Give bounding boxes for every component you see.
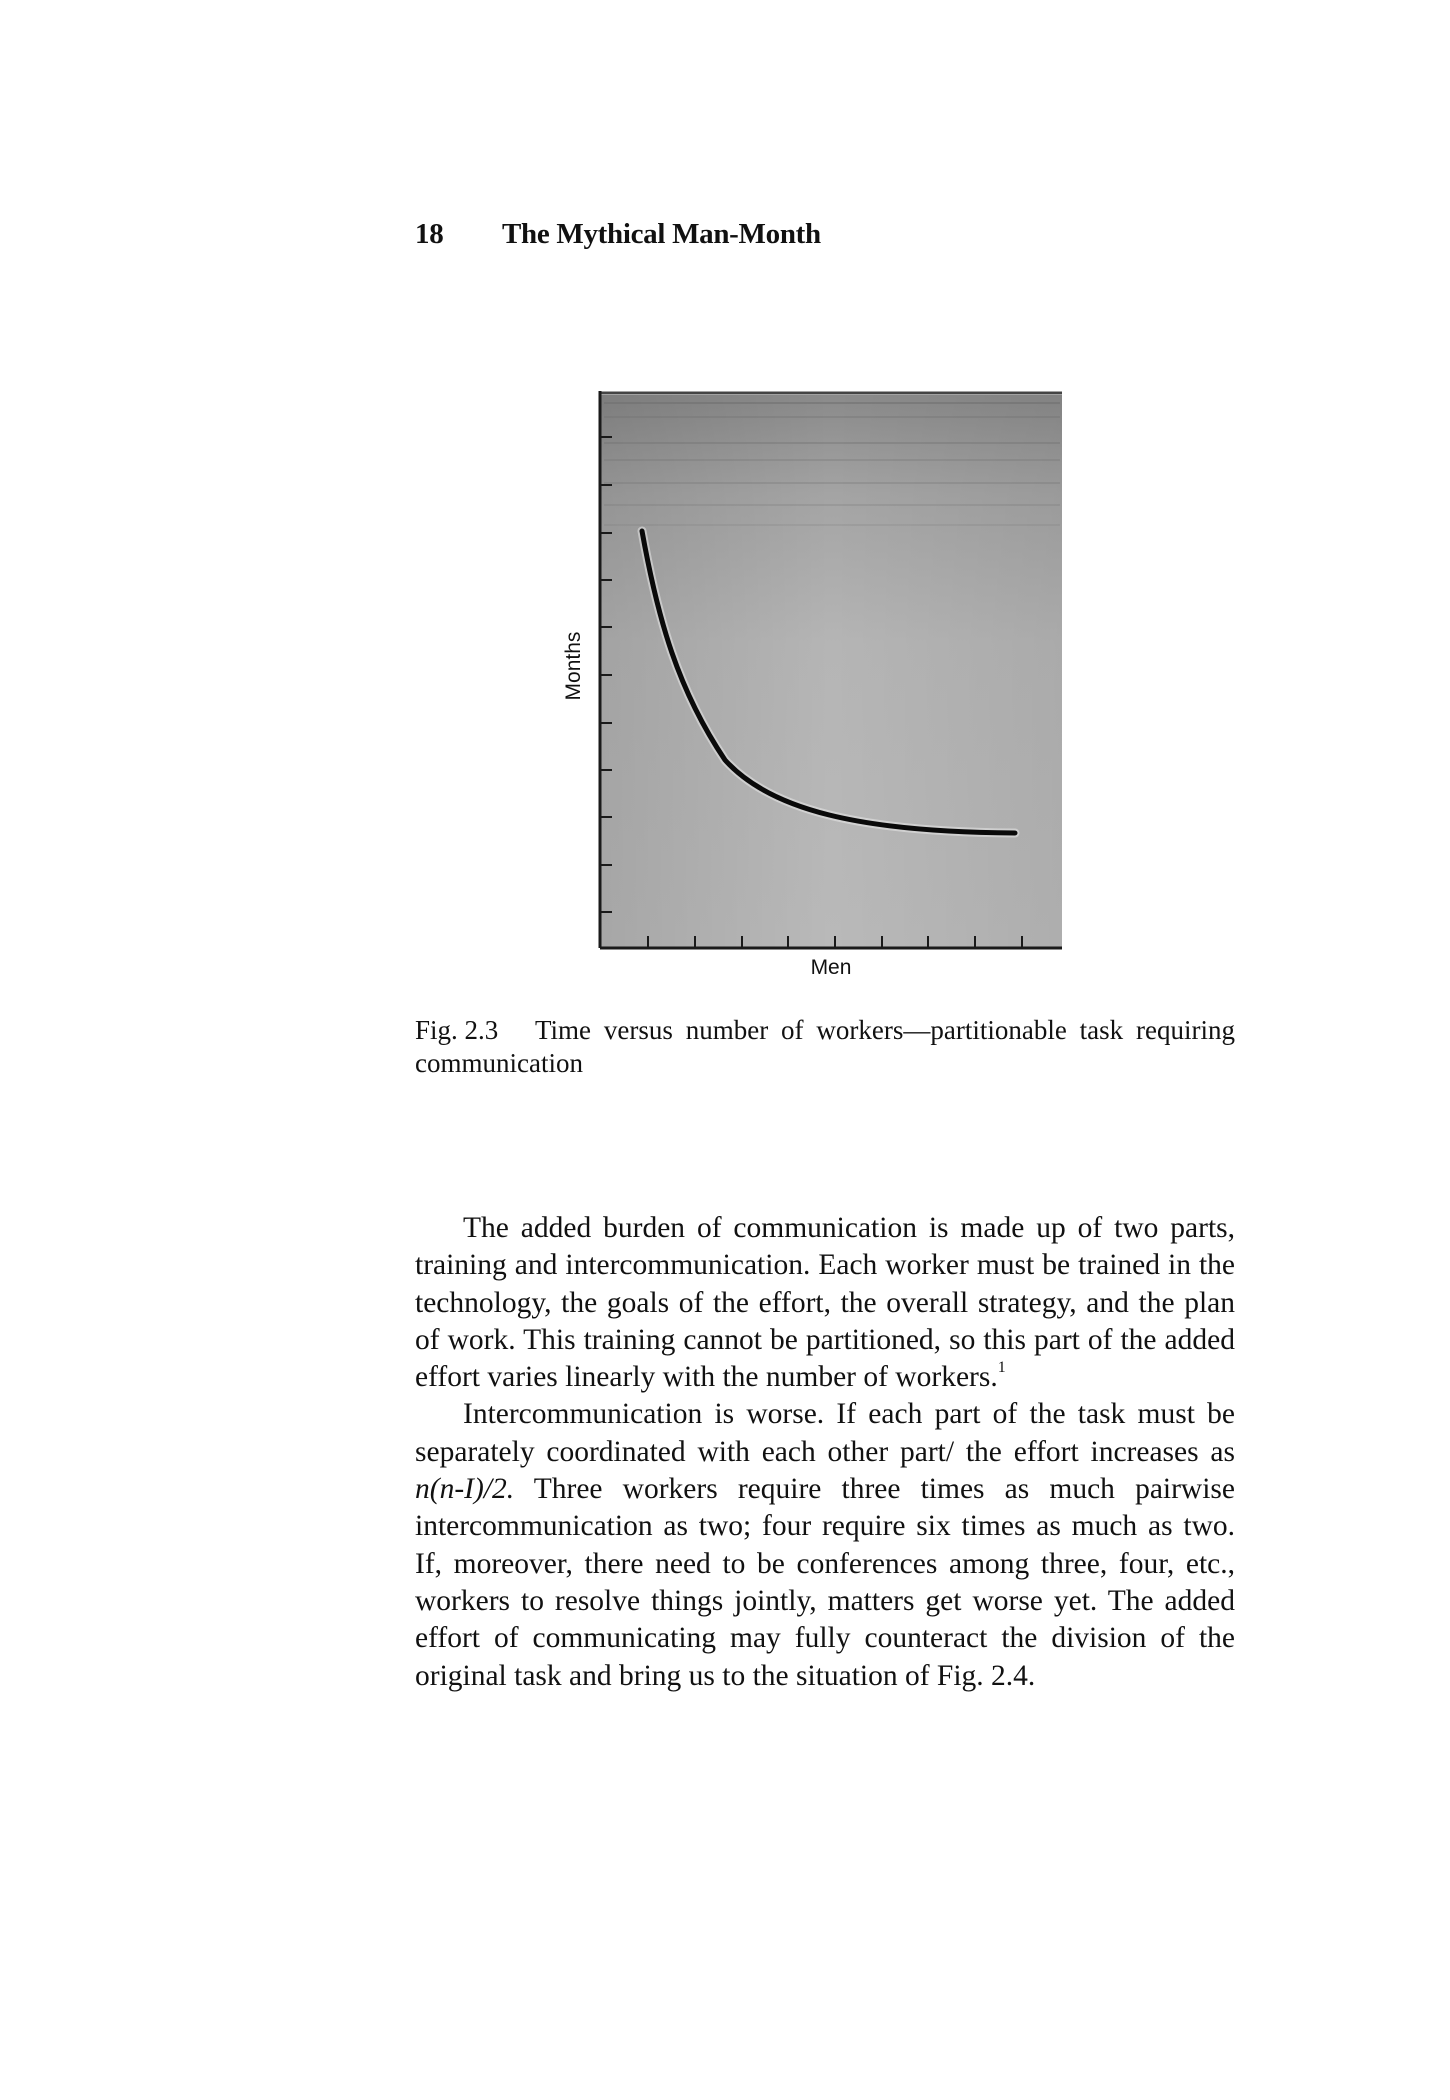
scan-streaks <box>604 402 1060 526</box>
paragraph-2-text-a: Intercommunication is worse. If each par… <box>415 1398 1235 1468</box>
y-axis-ticks <box>600 436 612 913</box>
footnote-ref-1: 1 <box>997 1359 1006 1377</box>
plot-shading <box>600 395 1062 948</box>
figure-2-3: Months Men <box>560 385 1070 985</box>
figure-2-3-plot: Months Men <box>562 391 1062 979</box>
book-title: The Mythical Man-Month <box>502 218 821 250</box>
caption-text: Time versus number of workers—partitiona… <box>415 1015 1235 1078</box>
figure-caption: Fig. 2.3 Time versus number of workers—pa… <box>415 1014 1235 1080</box>
y-axis-label: Months <box>562 632 585 701</box>
paragraph-1: The added burden of communication is mad… <box>415 1210 1235 1396</box>
page-number: 18 <box>415 218 444 250</box>
x-axis-ticks <box>647 936 1023 948</box>
caption-figure-number: Fig. 2.3 <box>415 1015 499 1045</box>
paragraph-2-text-b: Three workers require three times as muc… <box>415 1473 1236 1692</box>
paragraph-2: Intercommunication is worse. If each par… <box>415 1396 1235 1694</box>
paragraph-1-text: The added burden of communication is mad… <box>415 1212 1235 1394</box>
running-head: 18 The Mythical Man-Month <box>415 218 821 251</box>
body-text: The added burden of communication is mad… <box>415 1210 1235 1695</box>
x-axis-label: Men <box>811 956 852 979</box>
formula: n(n-I)/2. <box>415 1473 515 1506</box>
time-curve <box>639 528 1018 836</box>
